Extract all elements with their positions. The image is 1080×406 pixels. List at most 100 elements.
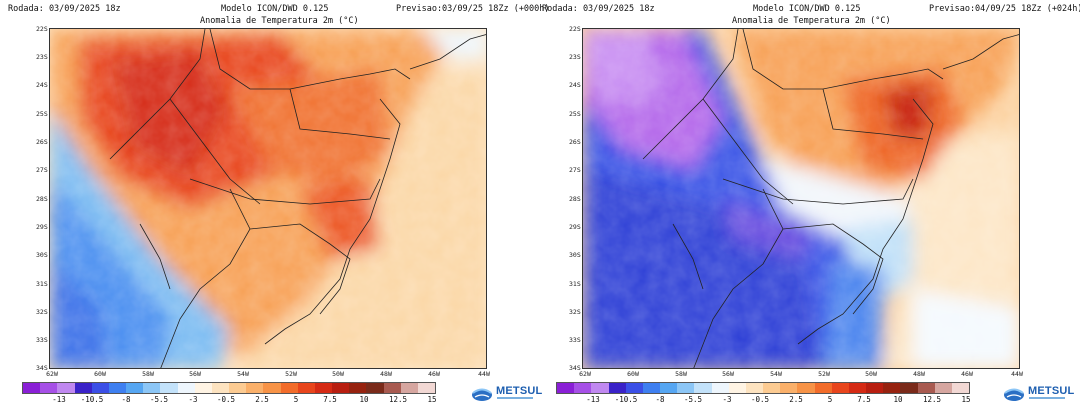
lon-label: 46W <box>961 370 973 378</box>
colorbar-swatch <box>297 383 315 393</box>
lat-label: 22S <box>569 25 581 33</box>
colorbar-swatch <box>177 383 195 393</box>
forecast-panel-right: Rodada: 03/09/2025 18z Modelo ICON/DWD 0… <box>540 0 1080 406</box>
colorbar-tick: 7.5 <box>323 395 337 404</box>
colorbar-swatch <box>211 383 230 393</box>
colorbar-swatch <box>91 383 109 393</box>
lat-label: 32S <box>569 308 581 316</box>
colorbar-tick: 2.5 <box>255 395 269 404</box>
lon-label: 48W <box>913 370 925 378</box>
rodada-label: Rodada: 03/09/2025 18z <box>542 4 655 14</box>
colorbar-swatch <box>314 383 333 393</box>
colorbar-swatch <box>797 383 815 393</box>
lat-label: 22S <box>36 25 48 33</box>
colorbar-swatch <box>246 383 264 393</box>
colorbar-swatch <box>951 383 970 393</box>
colorbar-swatch <box>366 383 384 393</box>
colorbar-swatch <box>694 383 712 393</box>
colorbar-tick: -3 <box>188 395 198 404</box>
colorbar-swatch <box>383 383 401 393</box>
lon-label: 58W <box>142 370 154 378</box>
metsul-logo-text: METSUL <box>496 385 543 397</box>
colorbar-tick: -8 <box>655 395 665 404</box>
lat-label: 33S <box>569 336 581 344</box>
rodada-label: Rodada: 03/09/2025 18z <box>8 4 121 14</box>
lon-label: 58W <box>675 370 687 378</box>
colorbar-swatch <box>934 383 952 393</box>
lat-label: 31S <box>36 280 48 288</box>
lat-label: 30S <box>569 251 581 259</box>
colorbar-swatch <box>417 383 436 393</box>
lat-label: 34S <box>569 364 581 372</box>
colorbar-tick: -0.5 <box>216 395 236 404</box>
colorbar-swatch <box>625 383 643 393</box>
colorbar-swatch <box>711 383 729 393</box>
lat-label: 25S <box>36 110 48 118</box>
colorbar-swatch <box>900 383 918 393</box>
colorbar-swatch <box>108 383 127 393</box>
colorbar-swatch <box>74 383 92 393</box>
colorbar-tick: -10.5 <box>614 395 638 404</box>
colorbar-swatch <box>848 383 867 393</box>
colorbar-swatch <box>263 383 281 393</box>
metsul-globe-icon <box>1004 388 1024 401</box>
metsul-logo: METSUL <box>470 384 542 402</box>
lon-label: 52W <box>818 370 830 378</box>
lat-label: 26S <box>36 138 48 146</box>
colorbar-tick: -8 <box>121 395 131 404</box>
colorbar-tick: -10.5 <box>80 395 104 404</box>
lat-label: 26S <box>569 138 581 146</box>
lat-label: 29S <box>36 223 48 231</box>
colorbar-swatch <box>780 383 798 393</box>
lon-label: 48W <box>380 370 392 378</box>
colorbar-tick: 15 <box>427 395 437 404</box>
colorbar-swatch <box>40 383 58 393</box>
lat-label: 25S <box>569 110 581 118</box>
colorbar-swatch <box>57 383 75 393</box>
colorbar-swatch <box>194 383 212 393</box>
colorbar-swatch <box>23 383 41 393</box>
colorbar-tick: -5.5 <box>683 395 703 404</box>
lat-label: 28S <box>36 195 48 203</box>
lon-label: 52W <box>285 370 297 378</box>
colorbar-swatch <box>557 383 575 393</box>
colorbar-tick: 5 <box>293 395 299 404</box>
colorbar-swatch <box>728 383 746 393</box>
lat-label: 23S <box>36 53 48 61</box>
lon-label: 44W <box>478 370 490 378</box>
lat-label: 23S <box>569 53 581 61</box>
colorbar-swatch <box>677 383 695 393</box>
lat-label: 24S <box>569 81 581 89</box>
metsul-logo: METSUL <box>1002 384 1074 402</box>
colorbar-tick: 10 <box>893 395 903 404</box>
lat-label: 32S <box>36 308 48 316</box>
lon-label: 44W <box>1011 370 1023 378</box>
lon-label: 54W <box>770 370 782 378</box>
lon-label: 50W <box>865 370 877 378</box>
lon-label: 46W <box>428 370 440 378</box>
colorbar-swatch <box>591 383 609 393</box>
colorbar-swatch <box>814 383 832 393</box>
lat-label: 31S <box>569 280 581 288</box>
lat-label: 29S <box>569 223 581 231</box>
colorbar-swatch <box>883 383 901 393</box>
lat-label: 33S <box>36 336 48 344</box>
metsul-globe-icon <box>472 388 492 401</box>
map-title: Anomalia de Temperatura 2m (°C) <box>732 16 891 26</box>
logo-underline <box>497 397 533 399</box>
logo-underline <box>1029 397 1065 399</box>
lat-label: 30S <box>36 251 48 259</box>
colorbar-tick: 2.5 <box>789 395 803 404</box>
modelo-label: Modelo ICON/DWD 0.125 <box>753 4 861 14</box>
lat-label: 27S <box>36 166 48 174</box>
colorbar-tick: -13 <box>52 395 66 404</box>
colorbar-tick: -13 <box>586 395 600 404</box>
map-title: Anomalia de Temperatura 2m (°C) <box>200 16 359 26</box>
colorbar-swatch <box>608 383 626 393</box>
colorbar-tick: 7.5 <box>857 395 871 404</box>
temperature-anomaly-map <box>49 28 487 369</box>
previsao-label: Previsao:04/09/25 18Zz (+024h) <box>929 4 1080 14</box>
colorbar-tick: 5 <box>827 395 833 404</box>
lat-label: 24S <box>36 81 48 89</box>
colorbar-swatch <box>400 383 418 393</box>
